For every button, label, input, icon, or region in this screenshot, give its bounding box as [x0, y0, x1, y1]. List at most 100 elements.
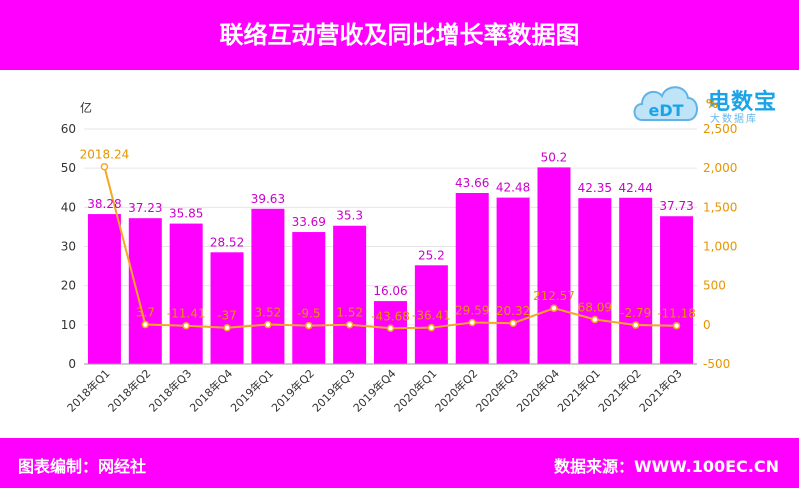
y2-tick-label: 1,500 — [703, 200, 737, 214]
growth-rate-label: -9.5 — [297, 307, 320, 321]
growth-rate-point — [345, 320, 354, 329]
bar-value-label: 33.69 — [292, 215, 326, 229]
x-tick-label: 2018年Q3 — [146, 366, 195, 415]
growth-rate-point — [591, 315, 599, 324]
y2-tick-label: 2,500 — [703, 122, 737, 136]
growth-rate-point — [182, 321, 190, 330]
y2-tick-label: -500 — [703, 357, 730, 371]
x-tick-label: 2019年Q1 — [227, 366, 276, 415]
logo: eDT 电数宝 大数据库 — [630, 74, 795, 134]
x-tick-label: 2020年Q2 — [432, 366, 481, 415]
y-tick-label: 60 — [61, 122, 76, 136]
y-tick-label: 20 — [61, 279, 76, 293]
x-tick-label: 2018年Q1 — [64, 366, 113, 415]
logo-subtitle: 大数据库 — [710, 114, 758, 125]
x-tick-label: 2021年Q1 — [554, 366, 603, 415]
growth-rate-label: 68.09 — [578, 300, 612, 314]
bar — [333, 225, 367, 364]
growth-rate-label: -36.41 — [412, 309, 451, 323]
growth-rate-point — [223, 323, 231, 332]
growth-rate-point — [100, 162, 109, 171]
y-tick-label: 30 — [61, 240, 76, 254]
bar — [251, 208, 285, 364]
bar — [292, 232, 326, 364]
bar — [496, 197, 530, 364]
x-tick-label: 2019年Q3 — [309, 366, 358, 415]
bar-value-label: 42.48 — [496, 181, 530, 195]
bar — [537, 167, 571, 364]
bar-value-label: 16.06 — [373, 284, 407, 298]
logo-name: 电数宝 — [708, 90, 778, 115]
y2-tick-label: 500 — [703, 279, 726, 293]
bar-value-label: 42.35 — [578, 181, 612, 195]
footer-source: 数据来源：WWW.100EC.CN — [553, 457, 779, 476]
bar — [455, 192, 489, 364]
growth-rate-point — [631, 321, 640, 329]
growth-rate-point — [141, 320, 150, 329]
y-tick-label: 40 — [61, 200, 76, 214]
growth-rate-point — [672, 321, 681, 330]
bar-value-label: 37.73 — [659, 199, 693, 213]
growth-rate-label: 212.57 — [533, 289, 575, 303]
bar-value-label: 28.52 — [210, 235, 244, 249]
footer-credit: 图表编制：网经社 — [18, 457, 147, 476]
growth-rate-point — [509, 319, 517, 327]
y2-tick-label: 1,000 — [703, 240, 737, 254]
growth-rate-label: 29.59 — [455, 304, 489, 318]
growth-rate-point — [386, 324, 395, 333]
growth-rate-label: -43.68 — [371, 309, 410, 323]
logo-badge-text: eDT — [648, 101, 683, 120]
growth-rate-label: -11.18 — [657, 307, 696, 321]
x-tick-label: 2020年Q1 — [391, 366, 440, 415]
bar — [169, 223, 203, 364]
line-series — [100, 162, 681, 333]
bar-series — [87, 167, 694, 364]
y-tick-label: 0 — [68, 357, 76, 371]
bar-value-label: 37.23 — [128, 201, 162, 215]
growth-rate-label: 2018.24 — [80, 148, 130, 162]
bar-value-label: 50.2 — [541, 150, 568, 164]
bar — [578, 198, 612, 364]
x-tick-label: 2020年Q3 — [473, 366, 522, 415]
growth-rate-label: 3.52 — [255, 306, 282, 320]
bar — [87, 214, 121, 364]
data-labels: 38.28 37.23 35.85 28.52 39.63 33.69 35.3 16.06 2… — [80, 148, 696, 324]
chart-title: 联络互动营收及同比增长率数据图 — [219, 21, 580, 49]
bar — [374, 301, 407, 364]
y2-tick-label: 0 — [703, 318, 711, 332]
growth-rate-point — [305, 321, 313, 330]
growth-rate-label: -2.79 — [620, 306, 651, 320]
bar-value-label: 35.85 — [169, 207, 203, 221]
x-tick-label: 2018年Q2 — [105, 366, 154, 415]
title-bar: 联络互动营收及同比增长率数据图 — [0, 0, 799, 70]
growth-rate-label: -37 — [217, 309, 237, 323]
y2-axis-unit-label: % — [706, 97, 718, 111]
cloud-logo-icon: eDT — [633, 86, 698, 121]
bar-value-label: 25.2 — [418, 248, 445, 262]
bar-value-label: 43.66 — [455, 176, 489, 190]
growth-rate-point — [468, 318, 476, 327]
bar-value-label: 35.3 — [336, 209, 363, 223]
y-tick-label: 50 — [61, 161, 76, 175]
bar-value-label: 42.44 — [619, 181, 653, 195]
growth-rate-label: -11.41 — [167, 307, 206, 321]
y-axis-unit-label: 亿 — [80, 100, 92, 115]
x-tick-label: 2020年Q4 — [514, 366, 563, 415]
bar — [660, 216, 694, 364]
y-tick-label: 10 — [61, 318, 76, 332]
growth-rate-point — [550, 304, 558, 312]
growth-rate-label: 3.7 — [136, 306, 155, 320]
x-tick-label: 2019年Q2 — [268, 366, 317, 415]
y2-tick-label: 2,000 — [703, 161, 737, 175]
bar — [128, 218, 162, 364]
bar-value-label: 38.28 — [87, 197, 121, 211]
x-tick-label: 2018年Q4 — [187, 366, 236, 415]
growth-rate-label: 1.52 — [336, 306, 363, 320]
bar — [414, 265, 448, 364]
x-tick-label: 2021年Q3 — [636, 366, 685, 415]
x-tick-label: 2021年Q2 — [595, 366, 644, 415]
bar — [210, 252, 244, 364]
footer-bar: 图表编制：网经社 数据来源：WWW.100EC.CN — [0, 438, 799, 488]
bar — [619, 197, 653, 364]
